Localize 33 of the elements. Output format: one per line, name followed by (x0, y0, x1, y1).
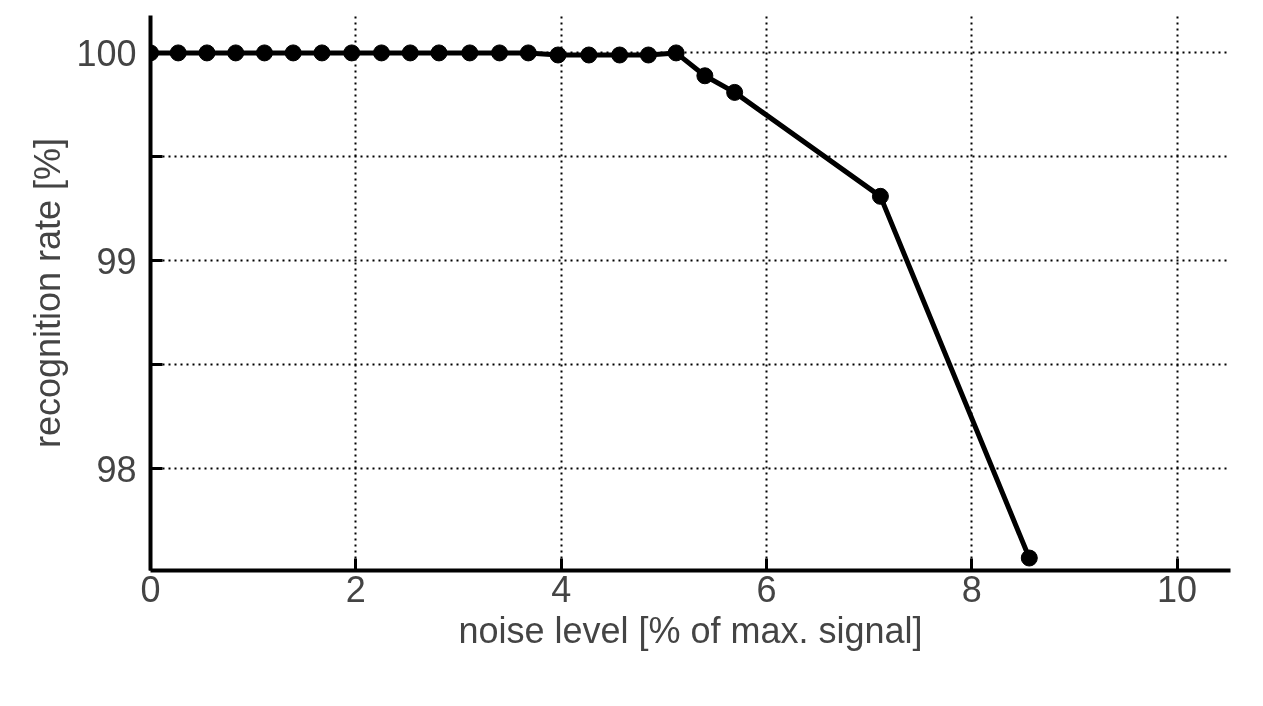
x-tick-label: 8 (961, 568, 982, 610)
point (313, 44, 331, 62)
y-tick-label: 100 (76, 32, 137, 74)
point (696, 67, 714, 85)
x-tick-label: 10 (1157, 568, 1198, 610)
x-tick-label: 6 (756, 568, 777, 610)
x-tick-label: 0 (140, 568, 161, 610)
y-tick-label: 98 (96, 448, 137, 490)
x-tick-label: 2 (345, 568, 366, 610)
point (491, 44, 509, 62)
y-axis-title: recognition rate [%] (27, 137, 69, 449)
point (401, 44, 419, 62)
point (871, 187, 889, 205)
point (169, 44, 187, 62)
point (430, 44, 448, 62)
point (667, 44, 685, 62)
point (639, 46, 657, 64)
point (461, 44, 479, 62)
point (284, 44, 302, 62)
point (1020, 549, 1038, 567)
point (255, 44, 273, 62)
point (198, 44, 216, 62)
point (726, 83, 744, 101)
point (227, 44, 245, 62)
point (580, 46, 598, 64)
x-tick-label: 4 (551, 568, 572, 610)
point (549, 46, 567, 64)
point (343, 44, 361, 62)
x-axis-title: noise level [% of max. signal] (458, 609, 923, 651)
point (372, 44, 390, 62)
point (611, 46, 629, 64)
point (519, 44, 537, 62)
y-tick-label: 99 (96, 240, 137, 282)
